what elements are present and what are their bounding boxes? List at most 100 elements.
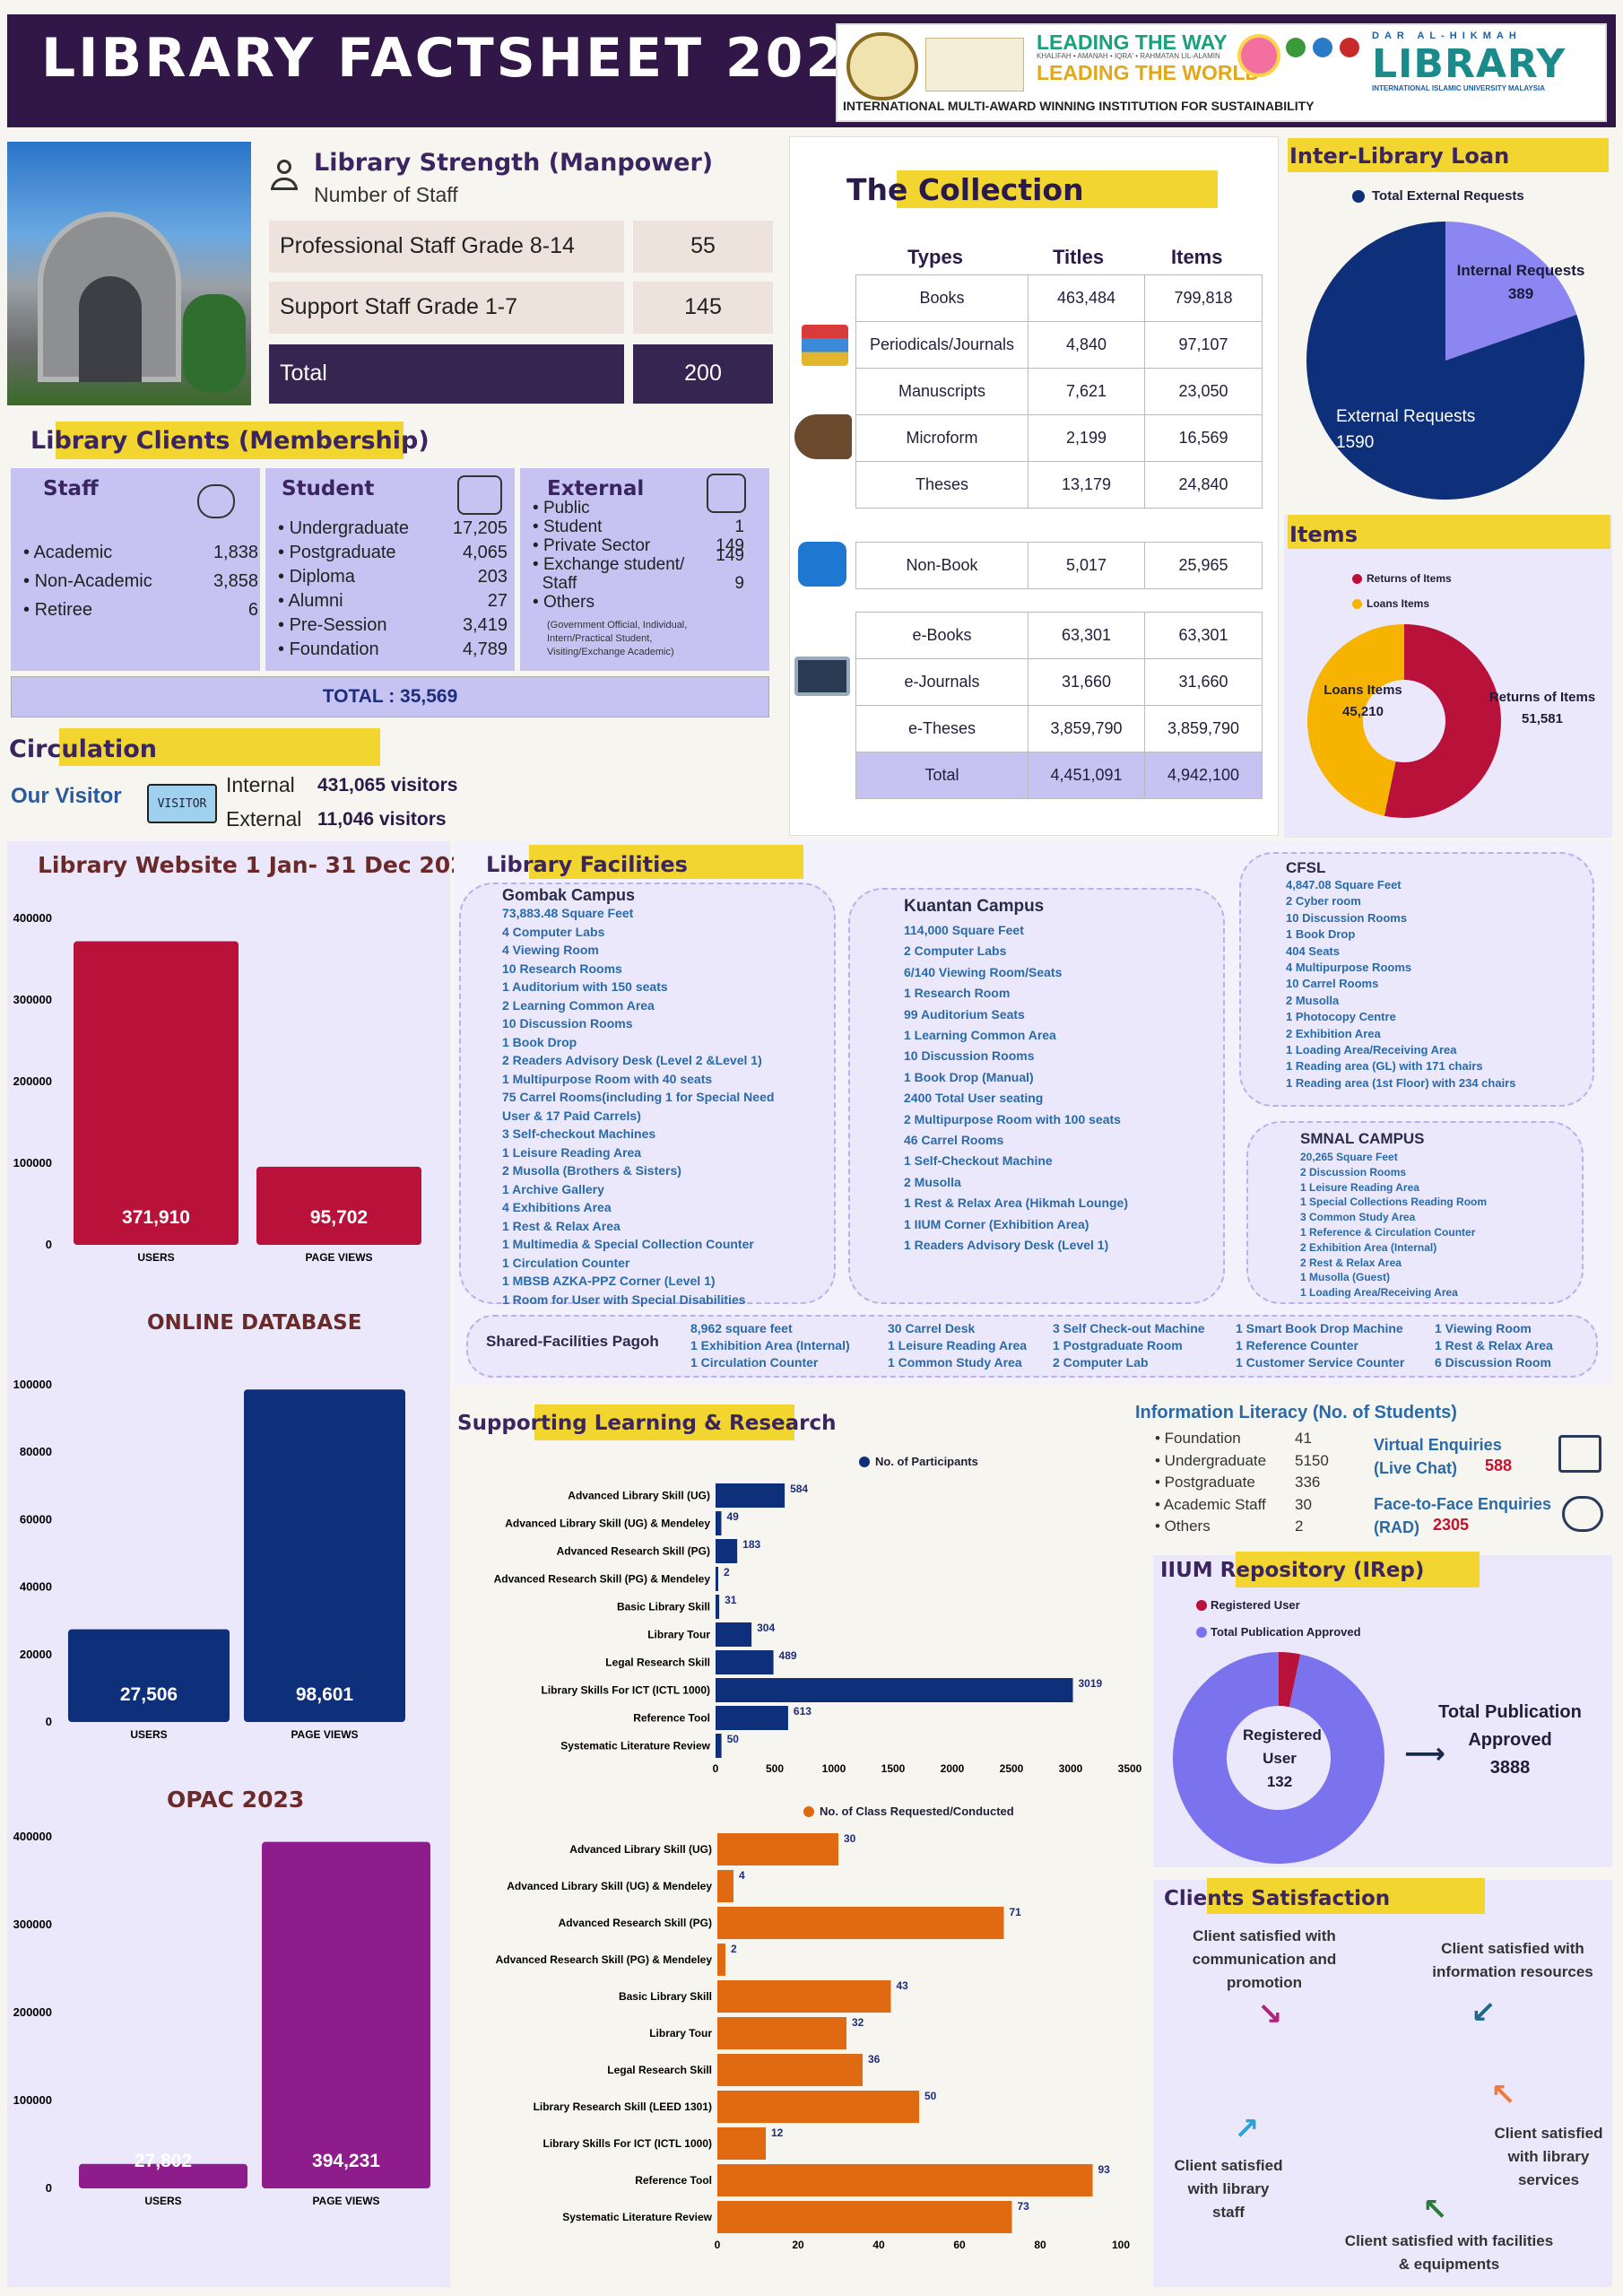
facility-item: 1 Exhibition Area (Internal) [690, 1338, 850, 1352]
gombak-list: 73,883.48 Square Feet 4 Computer Labs 4 Vi… [502, 904, 830, 1309]
client-item: • Student 1 [533, 517, 744, 536]
pie-slice [1445, 222, 1577, 361]
external-panel: External • Public • Student 1 • Private S… [520, 468, 769, 671]
virtual-enquiries-value: 588 [1485, 1457, 1513, 1474]
data-label: 2 [724, 1566, 730, 1578]
y-category-label: Advanced Library Skill (UG) [568, 1490, 710, 1502]
facility-item: 1 Reference & Circulation Counter [1300, 1225, 1476, 1239]
chart-bar [717, 2054, 863, 2086]
ill-external-label: External Requests 1590 [1336, 407, 1476, 452]
facility-item: 10 Carrel Rooms [1286, 977, 1379, 991]
y-tick-label: 400000 [13, 1830, 52, 1843]
online-db-chart: 100000 80000 60000 40000 20000 0 27,506 USERS 98… [13, 1378, 405, 1741]
x-tick-label: 1000 [822, 1762, 846, 1775]
client-item: Staff 9 [542, 574, 744, 593]
facility-item: 1 Auditorium with 150 seats [502, 979, 668, 994]
y-tick-label: 400000 [13, 911, 52, 925]
x-tick-label: 20 [792, 2239, 804, 2251]
y-tick-label: 100000 [13, 1378, 52, 1391]
facility-item: 1 Reference Counter [1236, 1338, 1358, 1352]
table-row: Theses 13,179 24,840 [855, 461, 1263, 509]
f2f-enquiries-label: Face-to-Face Enquiries (RAD) [1374, 1495, 1552, 1536]
ill-title: Inter-Library Loan [1289, 144, 1510, 169]
arrow-right-icon: ⟶ [1404, 1737, 1445, 1770]
facility-item: 1 IIUM Corner (Exhibition Area) [904, 1216, 1089, 1231]
facility-item: 1 MBSB AZKA-PPZ Corner (Level 1) [502, 1274, 716, 1288]
facility-item: 1 Photocopy Centre [1286, 1010, 1396, 1024]
staff-total-row: Total [269, 344, 624, 404]
chart-bar [717, 2127, 766, 2160]
y-tick-label: 300000 [13, 1918, 52, 1931]
y-tick-label: 300000 [13, 993, 52, 1006]
y-tick-label: 200000 [13, 2005, 52, 2019]
staff-value: 55 [633, 221, 773, 273]
support-title: Supporting Learning & Research [457, 1412, 837, 1435]
facility-item: 4 Multipurpose Rooms [1286, 961, 1412, 975]
data-label: 93 [1098, 2163, 1111, 2176]
gombak-box: Gombak Campus 73,883.48 Square Feet 4 Com… [459, 883, 836, 1307]
facility-item: 2 Readers Advisory Desk (Level 2 &Level … [502, 1053, 762, 1067]
items-legend-loans: Loans Items [1367, 597, 1430, 610]
staff-value: 145 [633, 282, 773, 334]
facility-item: 1 Customer Service Counter [1236, 1355, 1405, 1370]
y-category-label: Advanced Research Skill (PG) & Mendeley [496, 1953, 713, 1966]
facility-item: 1 Book Drop (Manual) [904, 1069, 1034, 1084]
facility-item: 1 Readers Advisory Desk (Level 1) [904, 1238, 1109, 1253]
client-item: • Non-Academic 3,858 [23, 571, 258, 591]
chart-bar [717, 1833, 838, 1866]
pagoh-column: 8,962 square feet 1 Exhibition Area (Inte… [690, 1320, 850, 1371]
data-label: 30 [844, 1832, 856, 1845]
clients-title-highlight [56, 422, 404, 459]
facility-item: 1 Rest & Relax Area [502, 1218, 621, 1233]
website-title: Library Website 1 Jan- 31 Dec 2024 [38, 852, 482, 878]
y-category-label: Library Tour [647, 1629, 710, 1641]
y-tick-label: 100000 [13, 2093, 52, 2107]
satisfaction-services: Client satisfied with library services [1494, 2125, 1603, 2188]
facility-item: 2 Exhibition Area [1286, 1026, 1381, 1040]
data-label: 394,231 [312, 2151, 380, 2171]
chart-bar [262, 1841, 430, 2188]
data-label: 50 [924, 2090, 937, 2102]
data-label: 36 [868, 2053, 881, 2066]
y-tick-label: 0 [46, 1238, 52, 1251]
y-tick-label: 0 [46, 2181, 52, 2195]
satisfaction-resources: Client satisfied with information resourc… [1432, 1940, 1593, 1980]
client-item: • Retiree 6 [23, 600, 258, 620]
pie-slice [1306, 222, 1584, 500]
logo-caption: INTERNATIONAL MULTI-AWARD WINNING INSTIT… [843, 99, 1315, 113]
collection-table-nonbook: Non-Book 5,017 25,965 [855, 542, 1263, 589]
external-label: External [226, 807, 302, 831]
facility-item: 1 Leisure Reading Area [502, 1144, 642, 1160]
items-donut-chart [1306, 624, 1501, 818]
chart-bar [717, 2201, 1012, 2233]
facility-item: 1 Archive Gallery [502, 1181, 604, 1196]
facility-item: 1 Loading Area/Receiving Area [1286, 1043, 1457, 1057]
pie-slice [1279, 1652, 1301, 1708]
chart-bar [717, 2091, 919, 2123]
table-row: e-Books 63,301 63,301 [855, 612, 1263, 659]
facility-item: 114,000 Square Feet [904, 923, 1024, 937]
satisfaction-title-highlight [1207, 1878, 1485, 1914]
books-icon [802, 325, 848, 366]
literacy-title: Information Literacy (No. of Students) [1135, 1403, 1457, 1422]
sdg-icon [1340, 38, 1359, 57]
collection-table-electronic: e-Books 63,301 63,301 e-Journals 31,660 31,6… [855, 612, 1263, 799]
visitor-icon: VISITOR [147, 784, 217, 823]
facility-item: 1 Circulation Counter [690, 1355, 819, 1370]
kuantan-title: Kuantan Campus [904, 897, 1045, 916]
chart-bar [74, 941, 239, 1245]
chart-bar [717, 2164, 1093, 2196]
chart-bar [717, 1980, 891, 2013]
collection-title: The Collection [846, 172, 1084, 207]
data-label: 304 [757, 1622, 775, 1634]
external-value: 11,046 visitors [317, 809, 447, 830]
satisfaction-facilities: Client satisfied with facilities & equipm… [1344, 2232, 1554, 2273]
internal-label: Internal [226, 773, 295, 796]
clients-title: Library Clients (Membership) [30, 427, 430, 455]
facility-item: 2 Computer Labs [904, 944, 1007, 959]
chart-bar [68, 1629, 230, 1722]
facility-item: 1 Reading area (GL) with 171 chairs [1286, 1059, 1483, 1074]
literacy-item: • Others 2 [1155, 1518, 1304, 1535]
ill-internal-label: Internal Requests 389 [1456, 262, 1585, 302]
pagoh-column: 3 Self Check-out Machine 1 Postgraduate R… [1053, 1320, 1205, 1371]
